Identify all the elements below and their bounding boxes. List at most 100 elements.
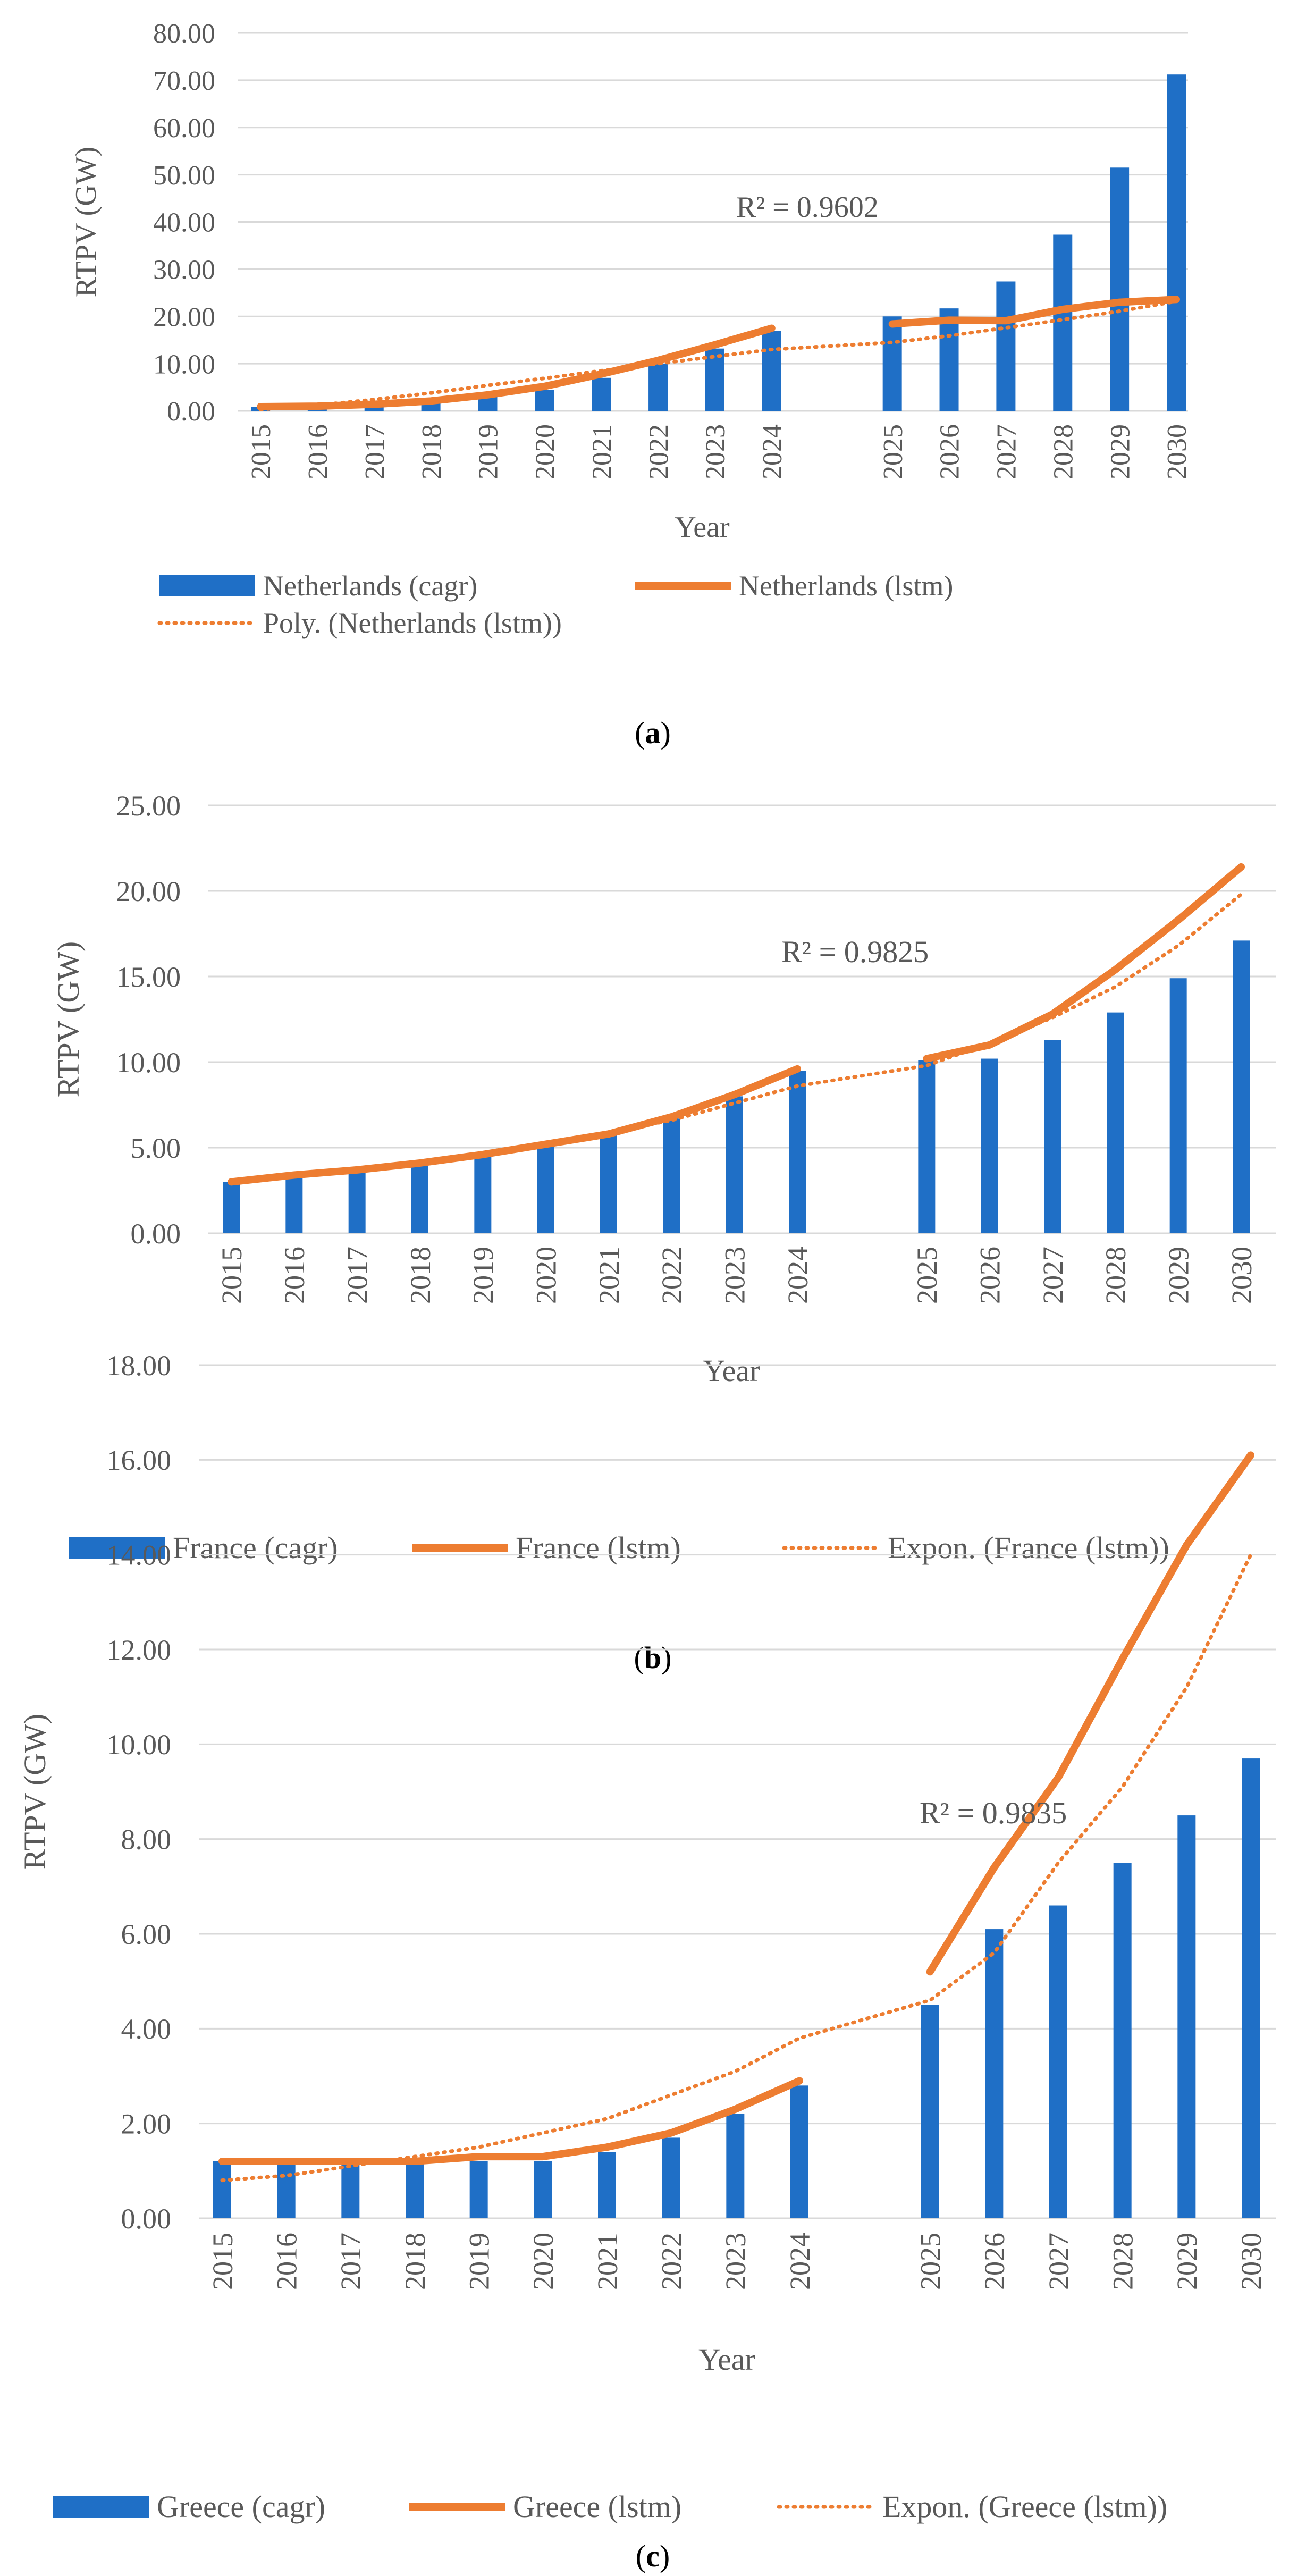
y-tick-label: 20.00	[116, 875, 181, 907]
x-axis-title: Year	[698, 2342, 755, 2377]
x-tick-label: 2027	[992, 424, 1022, 479]
x-tick-label: 2028	[1107, 2233, 1139, 2290]
bar-2020	[537, 1146, 554, 1233]
legend-item-bar: Greece (cagr)	[53, 2489, 325, 2524]
bar-2023	[705, 348, 724, 411]
bar-2020	[535, 390, 554, 411]
bar-2020	[534, 2161, 552, 2218]
x-tick-label: 2017	[335, 2233, 367, 2290]
y-axis-title: RTPV (GW)	[70, 147, 103, 297]
bar-2021	[592, 377, 611, 411]
caption-letter: b	[644, 1640, 661, 1675]
bar-2025	[921, 2005, 939, 2218]
bar-2022	[662, 2137, 680, 2218]
bar-2025	[882, 316, 902, 411]
line-series-forecast	[923, 863, 1245, 1063]
bar-2022	[648, 364, 668, 411]
x-tick-label: 2025	[878, 424, 908, 479]
y-tick-label: 20.00	[153, 302, 215, 332]
x-tick-label: 2030	[1226, 1247, 1258, 1304]
y-tick-label: 15.00	[116, 961, 181, 993]
legend-label: Expon. (France (lstm))	[888, 1530, 1169, 1565]
y-tick-label: 8.00	[121, 1824, 172, 1856]
y-tick-label: 60.00	[153, 113, 215, 144]
bar-2027	[1044, 1040, 1061, 1233]
y-tick-label: 70.00	[153, 66, 215, 96]
bar-2030	[1242, 1758, 1260, 2218]
bar-2024	[762, 331, 781, 411]
y-tick-label: 0.00	[131, 1218, 181, 1250]
bar-2021	[600, 1134, 617, 1233]
legend-item-line: Greece (lstm)	[409, 2489, 681, 2524]
x-tick-label: 2016	[271, 2233, 303, 2290]
x-tick-label: 2029	[1171, 2233, 1203, 2290]
y-tick-label: 4.00	[121, 2013, 172, 2045]
y-tick-label: 16.00	[107, 1444, 172, 1476]
caption-open: (	[636, 2539, 646, 2573]
y-tick-label: 18.00	[107, 1350, 172, 1382]
legend-item-line: Netherlands (lstm)	[635, 570, 953, 602]
legend-item-trend: Poly. (Netherlands (lstm))	[157, 607, 562, 639]
y-tick-label: 80.00	[153, 19, 215, 49]
legend-item-line: France (lstm)	[412, 1530, 681, 1565]
x-tick-label: 2019	[464, 2233, 495, 2290]
legend-label: Netherlands (lstm)	[739, 570, 953, 602]
caption-open: (	[635, 715, 645, 750]
x-tick-label: 2015	[207, 2233, 239, 2290]
x-tick-label: 2025	[911, 1247, 943, 1304]
x-tick-label: 2021	[587, 424, 617, 479]
x-tick-label: 2021	[593, 1247, 625, 1304]
x-tick-label: 2018	[417, 424, 447, 479]
x-tick-label: 2019	[474, 424, 504, 479]
bar-2015	[223, 1182, 240, 1233]
x-tick-label: 2026	[935, 424, 965, 479]
y-tick-label: 25.00	[116, 790, 181, 822]
legend-label: France (cagr)	[173, 1530, 338, 1565]
x-tick-label: 2022	[644, 424, 674, 479]
x-tick-label: 2015	[216, 1247, 248, 1304]
y-tick-label: 30.00	[153, 255, 215, 285]
legend-item-bar: France (cagr)	[69, 1530, 338, 1565]
legend-swatch-bar	[69, 1537, 165, 1559]
x-tick-label: 2017	[342, 1247, 374, 1304]
bar-2029	[1169, 978, 1187, 1233]
x-tick-label: 2018	[405, 1247, 436, 1304]
x-tick-label: 2016	[303, 424, 333, 479]
caption-letter: a	[645, 715, 661, 750]
legend-swatch-bar	[159, 575, 255, 596]
x-tick-label: 2023	[719, 1247, 751, 1304]
x-tick-label: 2026	[979, 2233, 1010, 2290]
bar-2019	[469, 2161, 488, 2218]
trendline	[220, 1553, 1253, 2183]
x-tick-label: 2020	[530, 424, 561, 479]
bar-2030	[1233, 940, 1250, 1233]
bar-2023	[726, 2114, 745, 2218]
line-series-historical	[218, 2077, 803, 2165]
y-tick-label: 0.00	[167, 397, 215, 427]
caption-close: )	[660, 2539, 670, 2573]
bar-2027	[1049, 1905, 1067, 2218]
y-axis-title: RTPV (GW)	[51, 941, 86, 1097]
y-tick-label: 14.00	[107, 1539, 172, 1571]
x-tick-label: 2023	[720, 2233, 752, 2290]
bar-2028	[1107, 1012, 1124, 1233]
chart-panel-b: 0.00 5.00 10.00 15.00 20.00 25.00 2015 2016 2017…	[51, 790, 1276, 1675]
chart-panel-c: 0.00 2.00 4.00 6.00 8.00 10.00 12.00 14.00 16.00…	[18, 1350, 1276, 2573]
legend-label: Expon. (Greece (lstm))	[882, 2489, 1167, 2524]
y-tick-label: 5.00	[131, 1132, 181, 1164]
line-series-historical	[228, 1065, 801, 1186]
panel-caption: (b)	[634, 1640, 672, 1675]
y-axis-title: RTPV (GW)	[18, 1714, 52, 1870]
bar-2017	[341, 2161, 360, 2218]
line-series-historical	[257, 324, 776, 411]
line-series-forecast	[888, 296, 1180, 328]
y-tick-label: 6.00	[121, 1918, 172, 1950]
legend-label: Greece (lstm)	[513, 2489, 681, 2524]
x-tick-label: 2030	[1162, 424, 1192, 479]
x-tick-label: 2017	[360, 424, 390, 479]
x-tick-label: 2030	[1235, 2233, 1267, 2290]
x-tick-label: 2026	[974, 1247, 1006, 1304]
legend-item-trend: Expon. (France (lstm))	[782, 1530, 1169, 1565]
bar-2029	[1177, 1815, 1196, 2218]
